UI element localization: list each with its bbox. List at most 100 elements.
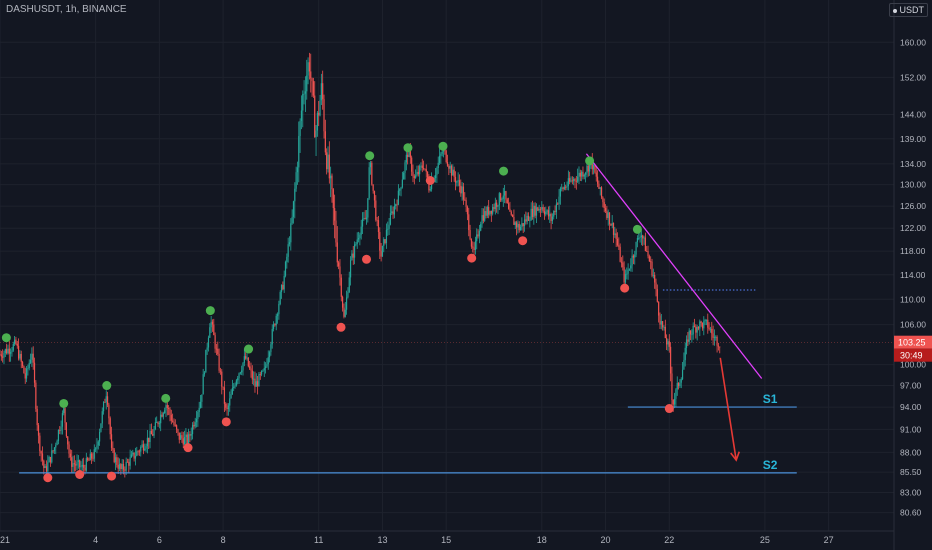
candle-body [492,207,494,214]
candle-body [264,366,267,368]
candle-body [122,463,125,470]
candle-body [509,208,511,212]
candle-body [0,354,2,357]
candle-body [238,373,240,379]
candle-body [242,362,244,371]
candle-body [558,196,560,204]
candle-body [486,207,488,216]
candle-body [658,301,660,316]
pivot-high-marker [585,156,595,166]
candle-body [401,179,403,188]
candle-body [55,445,57,448]
candle-body [397,190,399,205]
candle-body [691,334,693,336]
candle-body [306,75,308,92]
candle-body [63,408,65,414]
candle-body [261,370,263,375]
candle-body [272,324,275,329]
candle-body [235,380,237,386]
candle-body [106,396,109,405]
candle-body [630,265,632,269]
candle-body [75,464,77,466]
candle-body [302,93,304,111]
candle-body [511,214,514,217]
candle-body [162,413,164,417]
pivot-low-marker [518,236,528,246]
symbol-title[interactable]: DASHUSDT, 1h, BINANCE [6,4,127,15]
candle-body [533,205,535,217]
y-tick-label: 130.00 [900,180,926,190]
y-tick-label: 122.00 [900,223,926,233]
y-tick-label: 134.00 [900,159,926,169]
candle-body [292,201,295,217]
candle-body [367,198,369,218]
candle-body [299,120,301,137]
candle-body [530,208,532,221]
candle-body [537,207,539,211]
candle-body [17,345,20,359]
candle-body [279,292,281,305]
candle-body [571,180,573,182]
candle-body [288,242,291,245]
candle-body [88,460,90,461]
candle-body [518,224,520,231]
candle-body [116,457,118,465]
candle-body [640,235,642,238]
candle-body [579,172,581,177]
candle-body [685,339,688,348]
candle-body [314,95,316,138]
candle-body [465,200,467,207]
candle-body [488,207,490,215]
candle-body [24,373,26,379]
candle-body [589,162,591,172]
candle-body [84,467,86,471]
candle-body [258,374,260,387]
candle-body [624,274,627,283]
candle-body [270,344,272,353]
candle-body [639,237,641,239]
candle-body [429,189,431,191]
candle-body [298,136,300,168]
candle-body [214,335,216,349]
candle-body [357,238,360,240]
x-tick-label: 11 [314,535,323,545]
candle-body [332,189,334,209]
candle-body [231,387,233,395]
candle-body [654,275,656,283]
candle-body [35,382,37,409]
candle-body [225,403,227,408]
candle-body [132,452,134,455]
candle-body [420,165,422,167]
candle-body [87,458,89,461]
candle-body [425,169,427,172]
candle-body [557,203,559,205]
candle-body [322,83,324,100]
candle-body [51,450,53,463]
candle-body [223,387,226,404]
candle-body [149,430,151,443]
candle-body [440,153,442,156]
y-tick-label: 100.00 [900,360,926,370]
candle-body [598,183,600,189]
candle-body [711,328,713,334]
candle-body [529,220,531,221]
candle-body [448,165,450,169]
candle-body [631,255,633,266]
currency-badge[interactable]: USDT [888,3,928,17]
candle-body [667,341,669,345]
candle-body [215,348,218,350]
candle-body [716,336,718,346]
y-tick-label: 114.00 [900,270,926,280]
candle-body [29,359,32,363]
candle-body [359,234,361,239]
candle-body [246,357,248,359]
candle-body [129,457,131,466]
candle-body [218,353,220,371]
candle-body [408,150,410,157]
y-tick-label: 110.00 [900,294,926,304]
candle-body [604,208,607,212]
candle-body [227,405,230,410]
candle-body [355,243,357,245]
candle-body [56,440,58,446]
